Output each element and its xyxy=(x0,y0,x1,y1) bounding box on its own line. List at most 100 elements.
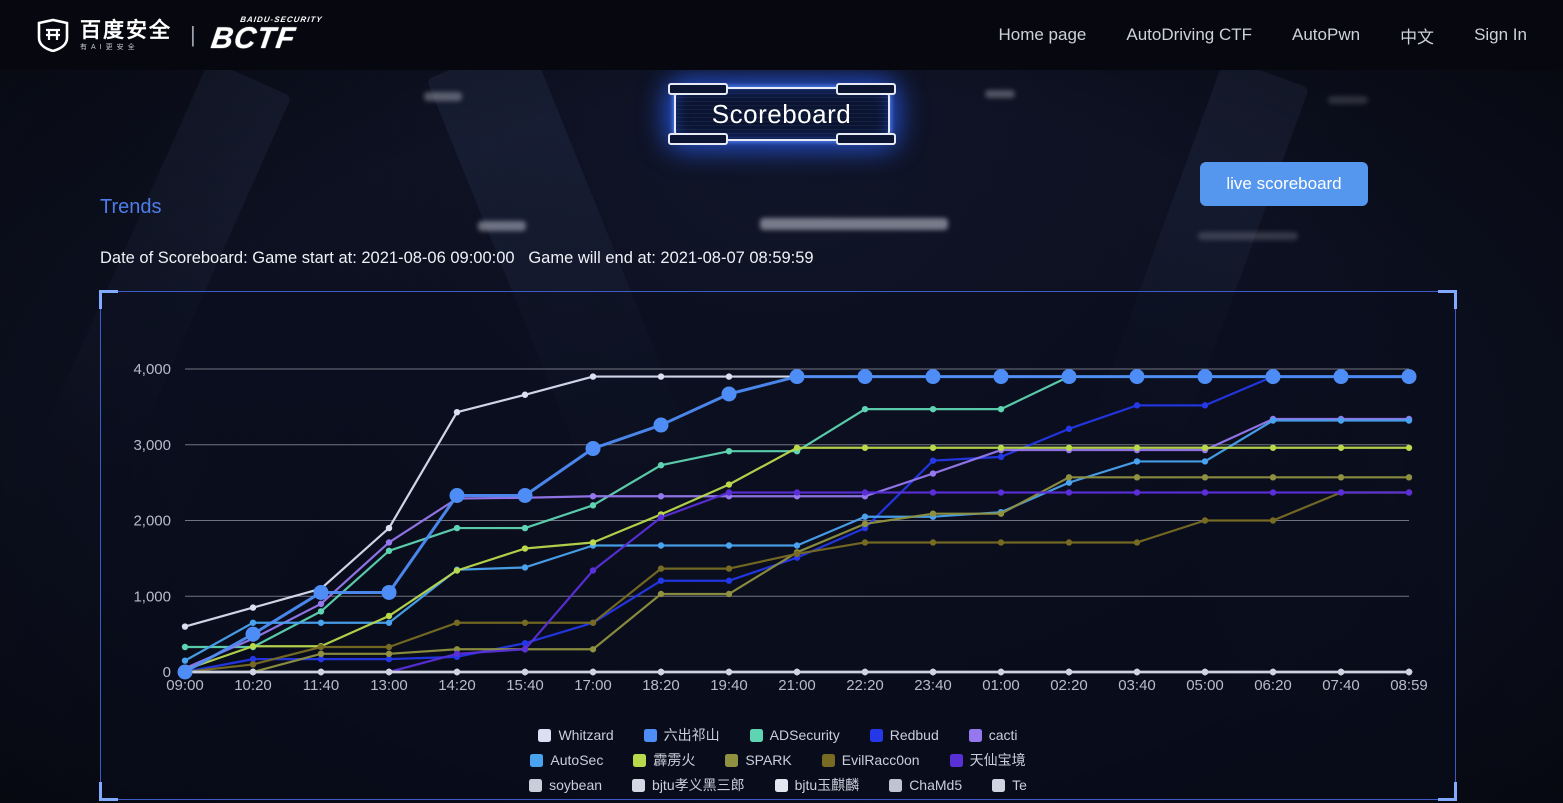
legend-item-AutoSec[interactable]: AutoSec xyxy=(530,750,603,770)
nav-item-sign-in[interactable]: Sign In xyxy=(1474,25,1527,44)
legend-item-Whitzard[interactable]: Whitzard xyxy=(538,725,614,745)
baidu-security-logo[interactable]: 百度安全 有AI更安全 xyxy=(36,18,172,52)
data-point xyxy=(997,405,1005,413)
legend-item-Redbud[interactable]: Redbud xyxy=(869,725,939,745)
legend-item-天仙宝境[interactable]: 天仙宝境 xyxy=(949,750,1026,770)
data-point xyxy=(385,668,393,676)
data-point xyxy=(657,668,665,676)
legend-item-bjtu孝义黑三郎[interactable]: bjtu孝义黑三郎 xyxy=(632,775,745,795)
bctf-logo-text: BCTF xyxy=(208,22,298,55)
legend-row: Whitzard 六出祁山 ADSecurity Redbud cacti xyxy=(538,725,1018,745)
series-六出祁山 xyxy=(177,369,1417,680)
legend-label: 六出祁山 xyxy=(663,727,720,743)
data-point xyxy=(1133,539,1141,546)
trends-heading: Trends xyxy=(100,196,162,218)
data-point xyxy=(385,524,393,532)
x-axis-label: 23:40 xyxy=(914,677,952,694)
data-point xyxy=(249,661,257,668)
legend-label: ADSecurity xyxy=(769,727,840,743)
data-point xyxy=(725,489,733,496)
data-point xyxy=(861,520,869,528)
title-box-notch xyxy=(667,133,728,145)
ceiling-light xyxy=(1198,232,1298,240)
data-point xyxy=(181,657,189,664)
y-axis-label: 3,000 xyxy=(133,437,171,454)
data-point xyxy=(929,405,937,413)
legend-swatch xyxy=(949,753,963,767)
data-point xyxy=(925,369,941,385)
data-point xyxy=(521,619,529,626)
data-point xyxy=(861,513,869,520)
data-point xyxy=(725,373,733,380)
legend-item-SPARK[interactable]: SPARK xyxy=(725,750,792,770)
nav-item-language[interactable]: 中文 xyxy=(1400,27,1435,47)
data-point xyxy=(1061,369,1077,385)
brand-slogan: 有AI更安全 xyxy=(80,43,139,51)
data-point xyxy=(789,369,805,385)
legend-item-ChaMd5[interactable]: ChaMd5 xyxy=(889,775,962,795)
data-point xyxy=(657,493,665,500)
data-point xyxy=(1065,539,1073,546)
data-point xyxy=(857,369,873,385)
data-point xyxy=(1201,474,1209,481)
legend-item-ADSecurity[interactable]: ADSecurity xyxy=(749,725,840,745)
legend-label: Redbud xyxy=(889,727,939,743)
data-point xyxy=(1405,444,1413,451)
data-point xyxy=(1201,444,1209,451)
data-point xyxy=(249,619,257,626)
data-point xyxy=(385,619,393,626)
legend-item-六出祁山[interactable]: 六出祁山 xyxy=(643,725,720,745)
legend-item-EvilRacc0on[interactable]: EvilRacc0on xyxy=(821,750,920,770)
data-point xyxy=(1133,444,1141,451)
data-point xyxy=(929,470,937,477)
data-point xyxy=(517,488,533,504)
data-point xyxy=(1405,668,1413,676)
data-point xyxy=(861,539,869,546)
legend-item-cacti[interactable]: cacti xyxy=(968,725,1018,745)
data-point xyxy=(793,444,801,451)
legend-item-Te[interactable]: Te xyxy=(992,775,1027,795)
legend-swatch xyxy=(633,753,647,767)
legend-label: SPARK xyxy=(745,752,792,768)
series-line xyxy=(184,375,1409,674)
data-point xyxy=(1269,474,1277,481)
data-point xyxy=(793,668,801,676)
data-point xyxy=(1405,489,1413,496)
data-point xyxy=(1201,668,1209,676)
nav-item-autopwn[interactable]: AutoPwn xyxy=(1292,25,1361,44)
data-point xyxy=(1265,369,1281,385)
data-point xyxy=(249,668,257,676)
shield-icon xyxy=(37,18,69,52)
legend-swatch xyxy=(889,778,903,792)
legend-item-霹雳火[interactable]: 霹雳火 xyxy=(633,750,695,770)
data-point xyxy=(997,510,1005,517)
x-axis-label: 09:00 xyxy=(166,677,204,694)
data-point xyxy=(1133,402,1141,409)
data-point xyxy=(589,373,597,380)
legend-swatch xyxy=(530,753,544,767)
data-point xyxy=(861,668,869,676)
data-point xyxy=(317,643,325,651)
data-point xyxy=(1269,489,1277,496)
bctf-logo[interactable]: BAIDU-SECURITY BCTF xyxy=(208,15,323,55)
live-scoreboard-button[interactable]: live scoreboard xyxy=(1200,162,1368,206)
nav-item-autodriving-ctf[interactable]: AutoDriving CTF xyxy=(1126,25,1253,44)
legend-item-soybean[interactable]: soybean xyxy=(529,775,602,795)
data-point xyxy=(589,502,597,509)
data-point xyxy=(449,488,465,504)
data-point xyxy=(725,447,733,455)
nav-item-home[interactable]: Home page xyxy=(998,25,1087,44)
panel-corner-bracket xyxy=(1438,782,1457,801)
x-axis-label: 14:20 xyxy=(438,677,476,694)
legend-item-bjtu玉麒麟[interactable]: bjtu玉麒麟 xyxy=(774,775,859,795)
data-point xyxy=(453,619,461,626)
data-point xyxy=(725,481,733,488)
x-axis-label: 05:00 xyxy=(1186,677,1224,694)
data-point xyxy=(929,444,937,451)
data-point xyxy=(1337,474,1345,481)
chart-legend: Whitzard 六出祁山 ADSecurity Redbud cacti AutoSec… xyxy=(101,725,1455,795)
logo-divider: | xyxy=(190,22,196,47)
title-box-notch xyxy=(835,133,896,145)
data-point xyxy=(725,668,733,676)
